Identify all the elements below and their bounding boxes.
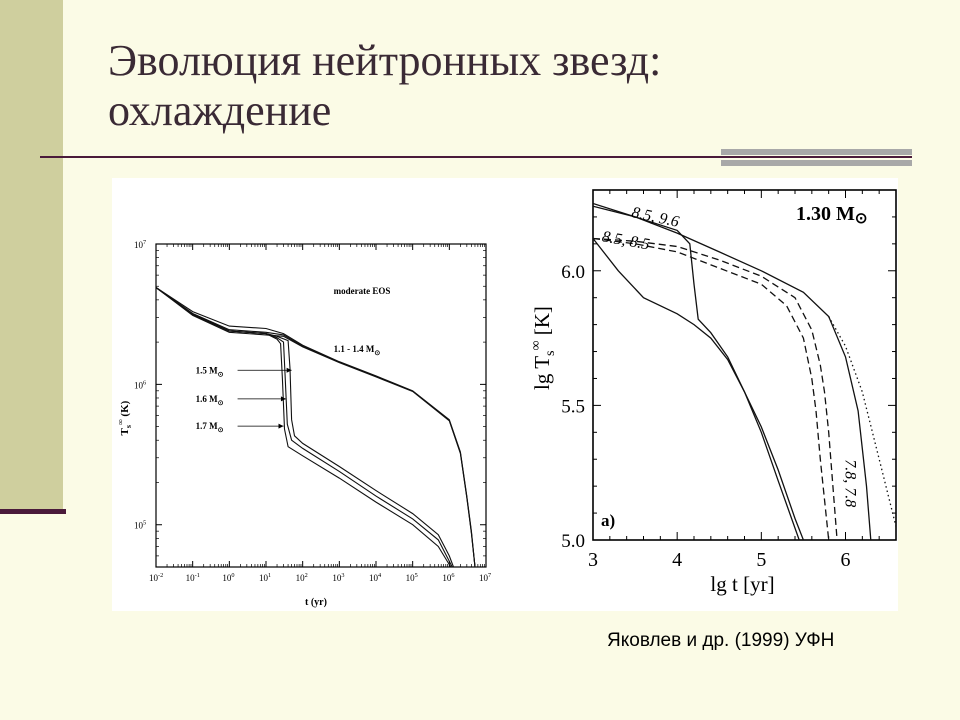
annotation-arrowhead xyxy=(286,367,292,373)
panel-label: a) xyxy=(601,511,615,530)
title-line-2: охлаждение xyxy=(108,86,332,135)
right-series-line-6 xyxy=(593,205,800,540)
right-series-line-1 xyxy=(593,202,872,540)
right-series-group xyxy=(593,202,896,540)
right-series-line-2 xyxy=(828,316,896,527)
left-chart: 10-2 10-1 100 101 102 103 104 105 106 107 107 106 10… xyxy=(116,239,491,608)
left-accent-line xyxy=(0,509,66,514)
y-tick-label: 5.5 xyxy=(561,396,585,417)
x-tick-label: 106 xyxy=(442,572,454,583)
title-rule-bar-top xyxy=(721,149,912,155)
left-series-line-6 xyxy=(155,287,452,568)
x-axis-label: t (yr) xyxy=(305,597,327,608)
x-tick-label: 105 xyxy=(406,572,418,583)
y-tick-label: 5.0 xyxy=(561,531,585,552)
right-chart: 3 4 5 6 5.0 5.5 6.0 lg t [yr] lg Ts∞ [K] 1.30 M⊙ a… xyxy=(529,189,897,596)
cooling-curves-figure: 10-2 10-1 100 101 102 103 104 105 106 107 107 106 10… xyxy=(116,189,897,608)
y-tick-label: 105 xyxy=(134,520,146,531)
annotation-arrowhead xyxy=(278,423,284,429)
left-decor-bar xyxy=(0,0,63,512)
x-tick-label: 4 xyxy=(672,549,682,571)
left-annotation-5: 1.7 M⊙ xyxy=(196,421,224,434)
x-tick-label: 10-2 xyxy=(149,572,163,583)
right-series-line-3 xyxy=(593,237,838,540)
x-tick-label: 102 xyxy=(296,572,308,583)
right-series-line-5 xyxy=(593,238,805,540)
right-series-line-4 xyxy=(593,237,830,540)
slide-title: Эволюция нейтронных звезд: охлаждение xyxy=(108,36,908,136)
left-annotation-3: 1.5 M⊙ xyxy=(196,365,224,378)
x-tick-label: 103 xyxy=(332,572,344,583)
title-rule-bar-bottom xyxy=(721,160,912,166)
y-axis-label: lg Ts∞ [K] xyxy=(529,306,558,390)
left-chart-frame xyxy=(155,243,487,568)
x-tick-label: 5 xyxy=(756,549,766,571)
y-tick-label: 107 xyxy=(134,239,146,250)
x-tick-label: 101 xyxy=(259,572,271,583)
left-series-line-3 xyxy=(155,287,476,568)
curve-label-3: 7.8, 7.8 xyxy=(842,459,859,507)
title-underline xyxy=(40,156,912,158)
y-tick-label: 6.0 xyxy=(561,262,585,283)
x-tick-label: 10-1 xyxy=(186,572,200,583)
x-tick-label: 107 xyxy=(479,572,491,583)
figure-panel: 10-2 10-1 100 101 102 103 104 105 106 107 107 106 10… xyxy=(112,178,898,611)
source-caption: Яковлев и др. (1999) УФН xyxy=(607,630,835,651)
x-tick-label: 6 xyxy=(841,549,851,571)
left-annotation-1: moderate EOS xyxy=(334,286,391,296)
x-tick-label: 3 xyxy=(588,549,598,571)
curve-label-1: 8.5, 9.6 xyxy=(630,204,680,231)
x-tick-label: 104 xyxy=(369,572,382,583)
x-tick-label: 100 xyxy=(222,572,234,583)
title-line-1: Эволюция нейтронных звезд: xyxy=(108,36,662,85)
annotation-arrowhead xyxy=(280,396,286,402)
left-annotation-4: 1.6 M⊙ xyxy=(196,394,224,407)
x-axis-label: lg t [yr] xyxy=(710,572,774,596)
y-tick-label: 106 xyxy=(134,379,146,390)
y-axis-label: Ts∞ (K) xyxy=(116,400,133,435)
left-annotation-2: 1.1 - 1.4 M⊙ xyxy=(334,344,381,357)
panel-title: 1.30 M⊙ xyxy=(796,203,867,227)
curve-label-2: 8.5, 8.5 xyxy=(601,228,651,253)
